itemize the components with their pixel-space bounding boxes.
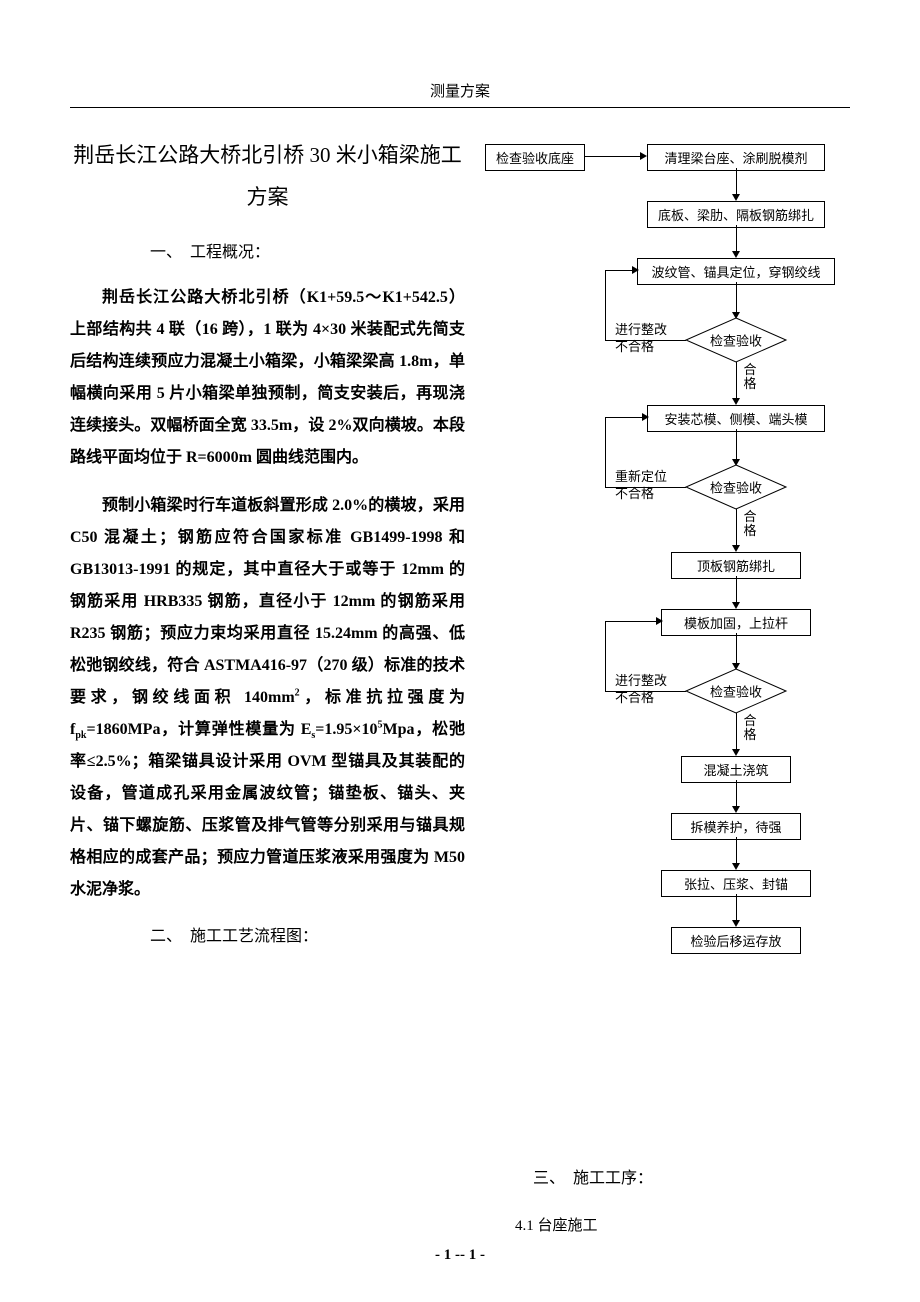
flow-node-8: 拆模养护，待强 xyxy=(671,813,801,840)
flow-node-1: 清理梁台座、涂刷脱模剂 xyxy=(647,144,825,171)
paragraph-1: 荆岳长江公路大桥北引桥（K1+59.5～K1+542.5）上部结构共 4 联（1… xyxy=(70,282,465,474)
section-2-heading: 二、 施工工艺流程图： xyxy=(70,922,465,946)
flow-d3-fail-label: 进行整改 不合格 xyxy=(615,673,667,707)
arrow-icon xyxy=(732,545,740,552)
section-1-heading: 一、 工程概况： xyxy=(70,238,465,262)
flow-node-6: 模板加固，上拉杆 xyxy=(661,609,811,636)
flow-decision-2: 检查验收 xyxy=(686,465,786,509)
flow-start: 检查验收底座 xyxy=(485,144,585,171)
flow-decision-3: 检查验收 xyxy=(686,669,786,713)
arrow-icon xyxy=(642,413,649,421)
header-rule xyxy=(70,107,850,108)
flow-d2-fail-label: 重新定位 不合格 xyxy=(615,469,667,503)
arrow-icon xyxy=(732,749,740,756)
running-header: 测量方案 xyxy=(70,80,850,101)
flow-d3-pass-label: 合格 xyxy=(743,714,757,743)
flow-d1-fail-label: 进行整改 不合格 xyxy=(615,322,667,356)
arrow-icon xyxy=(732,863,740,870)
flow-d1-pass-label: 合格 xyxy=(743,363,757,392)
flow-node-10: 检验后移运存放 xyxy=(671,927,801,954)
arrow-icon xyxy=(656,617,663,625)
document-title: 荆岳长江公路大桥北引桥 30 米小箱梁施工方案 xyxy=(70,134,465,218)
arrow-icon xyxy=(632,266,639,274)
subsection-4-1: 4.1 台座施工 xyxy=(485,1214,850,1235)
flow-decision-1: 检查验收 xyxy=(686,318,786,362)
page-number: - 1 -- 1 - xyxy=(0,1247,920,1264)
arrow-icon xyxy=(732,251,740,258)
arrow-icon xyxy=(640,152,647,160)
paragraph-2: 预制小箱梁时行车道板斜置形成 2.0%的横坡，采用 C50 混凝土；钢筋应符合国… xyxy=(70,490,465,906)
arrow-icon xyxy=(732,398,740,405)
flow-d2-pass-label: 合格 xyxy=(743,510,757,539)
flow-node-3: 波纹管、锚具定位，穿钢绞线 xyxy=(637,258,835,285)
arrow-icon xyxy=(732,806,740,813)
arrow-icon xyxy=(732,602,740,609)
flow-node-9: 张拉、压浆、封锚 xyxy=(661,870,811,897)
flow-node-7: 混凝土浇筑 xyxy=(681,756,791,783)
right-column: 检查验收底座 清理梁台座、涂刷脱模剂 底板、梁肋、隔板钢筋绑扎 波纹管、锚具定位… xyxy=(485,134,850,1235)
section-3-heading: 三、 施工工序： xyxy=(485,1164,850,1188)
flow-node-2: 底板、梁肋、隔板钢筋绑扎 xyxy=(647,201,825,228)
arrow-icon xyxy=(732,920,740,927)
flow-node-5: 顶板钢筋绑扎 xyxy=(671,552,801,579)
process-flowchart: 检查验收底座 清理梁台座、涂刷脱模剂 底板、梁肋、隔板钢筋绑扎 波纹管、锚具定位… xyxy=(485,134,845,1134)
left-column: 荆岳长江公路大桥北引桥 30 米小箱梁施工方案 一、 工程概况： 荆岳长江公路大… xyxy=(70,134,465,1235)
arrow-icon xyxy=(732,194,740,201)
flow-node-4: 安装芯模、侧模、端头模 xyxy=(647,405,825,432)
